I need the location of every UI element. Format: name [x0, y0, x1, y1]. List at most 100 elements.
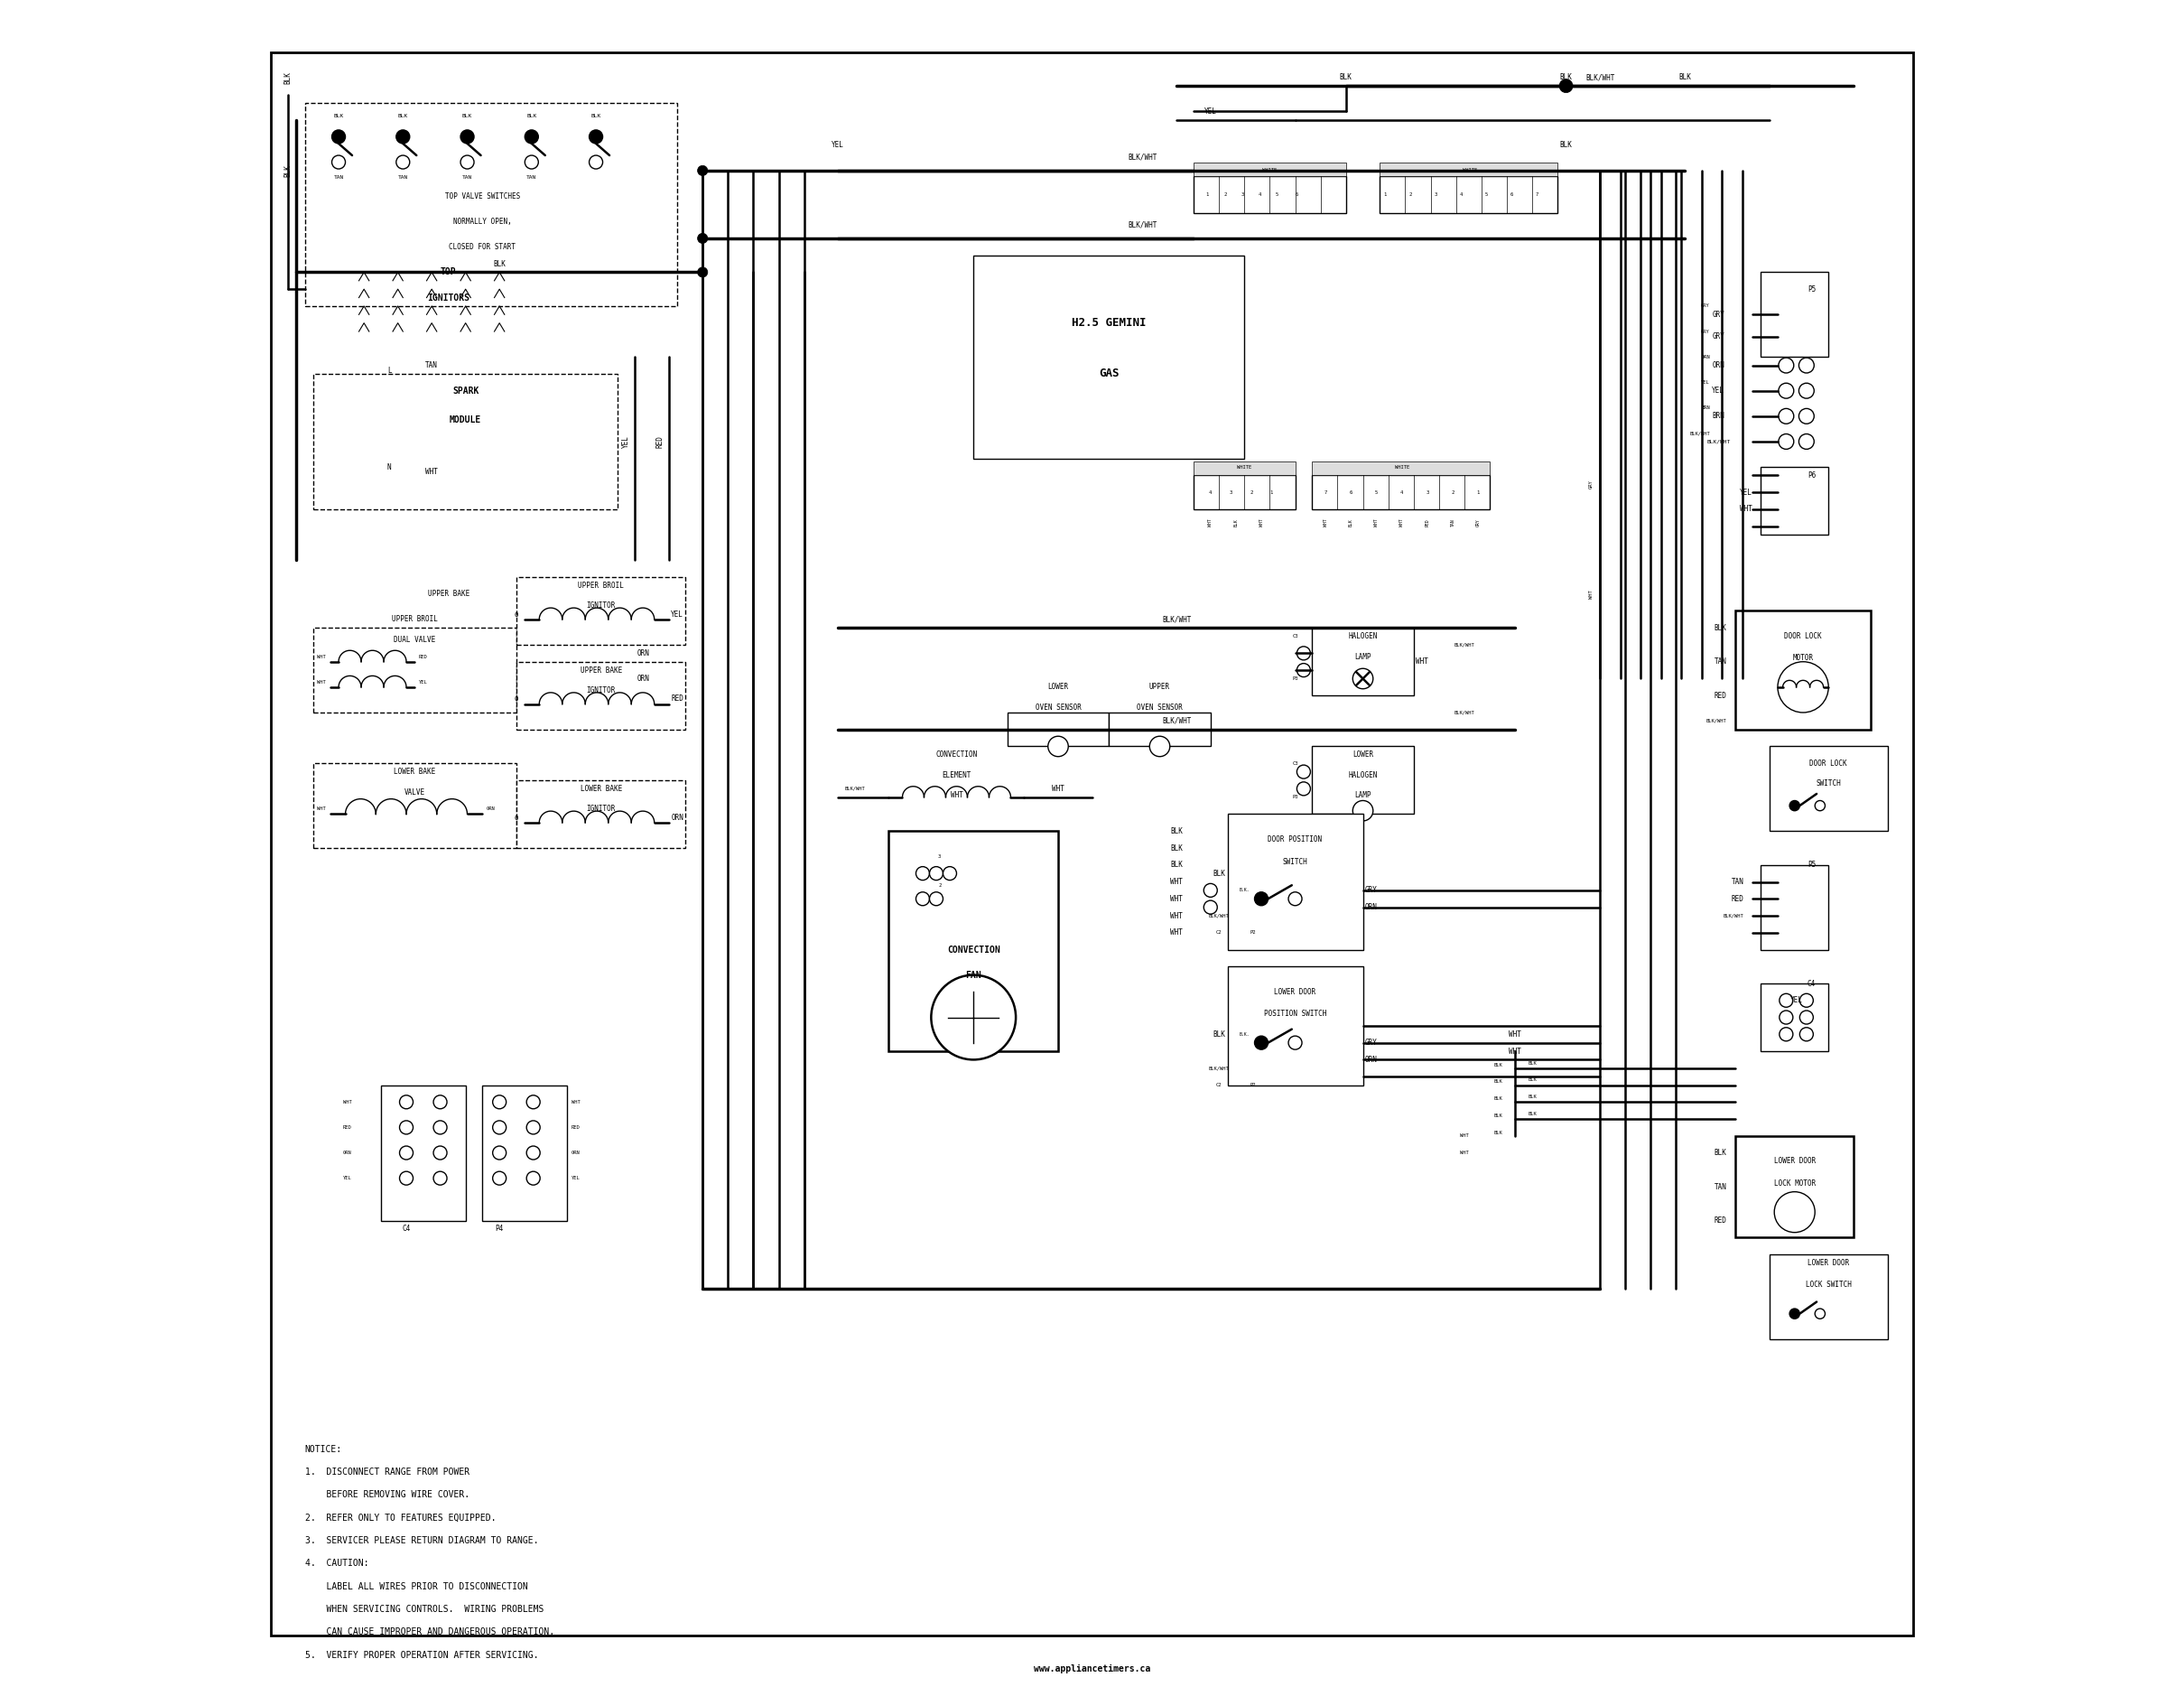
Text: C2: C2 — [1216, 1082, 1221, 1087]
Text: MOTOR: MOTOR — [1793, 655, 1813, 663]
Text: 7: 7 — [1324, 490, 1328, 495]
Circle shape — [1800, 468, 1813, 482]
Text: RED: RED — [1732, 895, 1743, 902]
Text: C3: C3 — [1293, 762, 1297, 765]
Circle shape — [1800, 1028, 1813, 1041]
Text: UPPER BROIL: UPPER BROIL — [579, 582, 625, 590]
Circle shape — [1800, 994, 1813, 1007]
Text: ORN: ORN — [1701, 354, 1710, 360]
Text: RED: RED — [419, 655, 428, 658]
Text: ORN: ORN — [572, 1150, 581, 1155]
Bar — [306, 103, 677, 305]
Text: WHITE: WHITE — [1463, 168, 1476, 173]
Text: 4: 4 — [1459, 192, 1463, 197]
Text: BLK: BLK — [1494, 1079, 1503, 1084]
Circle shape — [332, 131, 345, 144]
Circle shape — [1778, 329, 1793, 344]
Circle shape — [1800, 409, 1815, 424]
Circle shape — [400, 1096, 413, 1109]
Circle shape — [1800, 358, 1815, 373]
Text: BLK: BLK — [463, 114, 472, 119]
Text: IGNITORS: IGNITORS — [428, 293, 470, 302]
Text: TAN: TAN — [1732, 879, 1743, 885]
Text: 1: 1 — [1271, 490, 1273, 495]
Circle shape — [1778, 434, 1793, 449]
Circle shape — [1297, 663, 1310, 677]
Bar — [1736, 1136, 1854, 1238]
Circle shape — [432, 1172, 448, 1186]
Text: 3: 3 — [1426, 490, 1428, 495]
Bar — [1195, 475, 1295, 509]
Text: WHT: WHT — [1171, 879, 1184, 885]
Text: FAN: FAN — [965, 970, 981, 980]
Text: 1.  DISCONNECT RANGE FROM POWER: 1. DISCONNECT RANGE FROM POWER — [306, 1467, 470, 1477]
Text: C4: C4 — [402, 1225, 411, 1233]
Bar — [1195, 461, 1295, 475]
Bar — [1313, 461, 1489, 475]
Text: WHT: WHT — [1171, 912, 1184, 919]
Circle shape — [1780, 926, 1793, 940]
Circle shape — [1297, 646, 1310, 660]
Circle shape — [930, 867, 943, 880]
Text: LOCK MOTOR: LOCK MOTOR — [1773, 1179, 1815, 1187]
Circle shape — [1203, 901, 1216, 914]
Text: BLK: BLK — [1677, 73, 1690, 81]
Text: 6: 6 — [1511, 192, 1514, 197]
Bar — [1227, 967, 1363, 1085]
Text: BLK: BLK — [592, 114, 601, 119]
Bar — [1227, 814, 1363, 950]
Text: BLK: BLK — [1529, 1111, 1538, 1116]
Circle shape — [1778, 358, 1793, 373]
Text: WHT: WHT — [1509, 1029, 1522, 1038]
Text: 5.  VERIFY PROPER OPERATION AFTER SERVICING.: 5. VERIFY PROPER OPERATION AFTER SERVICI… — [306, 1650, 537, 1659]
Text: 3: 3 — [1435, 192, 1437, 197]
Circle shape — [930, 892, 943, 906]
Text: ORN: ORN — [1365, 904, 1378, 911]
Circle shape — [1778, 383, 1793, 399]
Circle shape — [1048, 736, 1068, 756]
Text: DOOR LOCK: DOOR LOCK — [1784, 633, 1821, 641]
Text: BLK/WHT: BLK/WHT — [1706, 719, 1728, 722]
Text: LOWER: LOWER — [1352, 751, 1374, 758]
Text: BLK/WHT: BLK/WHT — [1208, 1065, 1230, 1070]
Text: NORMALLY OPEN,: NORMALLY OPEN, — [454, 217, 511, 226]
Text: YEL: YEL — [1741, 488, 1752, 497]
Text: LABEL ALL WIRES PRIOR TO DISCONNECTION: LABEL ALL WIRES PRIOR TO DISCONNECTION — [306, 1582, 529, 1591]
Text: WHT: WHT — [317, 807, 325, 811]
Circle shape — [1254, 1036, 1269, 1050]
Text: WHT: WHT — [1374, 519, 1378, 527]
Text: BLK: BLK — [1494, 1096, 1503, 1101]
Bar — [1769, 746, 1887, 831]
Text: L: L — [387, 366, 391, 375]
Text: LOWER DOOR: LOWER DOOR — [1273, 987, 1317, 996]
Circle shape — [1780, 994, 1793, 1007]
Text: WHT: WHT — [426, 468, 439, 477]
Text: BEFORE REMOVING WIRE COVER.: BEFORE REMOVING WIRE COVER. — [306, 1491, 470, 1499]
Bar — [515, 780, 686, 848]
Text: P3: P3 — [1293, 795, 1297, 799]
Text: UPPER BROIL: UPPER BROIL — [391, 616, 437, 624]
Bar — [1769, 1255, 1887, 1340]
Text: WHT: WHT — [950, 792, 963, 799]
Text: IGNITOR: IGNITOR — [585, 687, 616, 695]
Text: ORN: ORN — [638, 675, 649, 683]
Circle shape — [1149, 736, 1171, 756]
Bar — [312, 763, 515, 848]
Bar — [1760, 466, 1828, 534]
Bar — [1736, 611, 1872, 729]
Text: RED: RED — [670, 695, 684, 704]
Circle shape — [1778, 661, 1828, 712]
Circle shape — [1800, 892, 1813, 906]
Circle shape — [1352, 801, 1374, 821]
Text: WHT: WHT — [343, 1099, 352, 1104]
Text: BLK: BLK — [526, 114, 537, 119]
Circle shape — [1800, 329, 1815, 344]
Text: WHITE: WHITE — [1396, 465, 1409, 470]
Text: WHT: WHT — [1258, 519, 1265, 527]
Text: 2.  REFER ONLY TO FEATURES EQUIPPED.: 2. REFER ONLY TO FEATURES EQUIPPED. — [306, 1513, 496, 1523]
Circle shape — [1789, 1309, 1800, 1319]
Text: LOWER BAKE: LOWER BAKE — [393, 768, 435, 775]
Text: SPARK: SPARK — [452, 387, 478, 395]
Circle shape — [697, 268, 708, 276]
Circle shape — [526, 1172, 539, 1186]
